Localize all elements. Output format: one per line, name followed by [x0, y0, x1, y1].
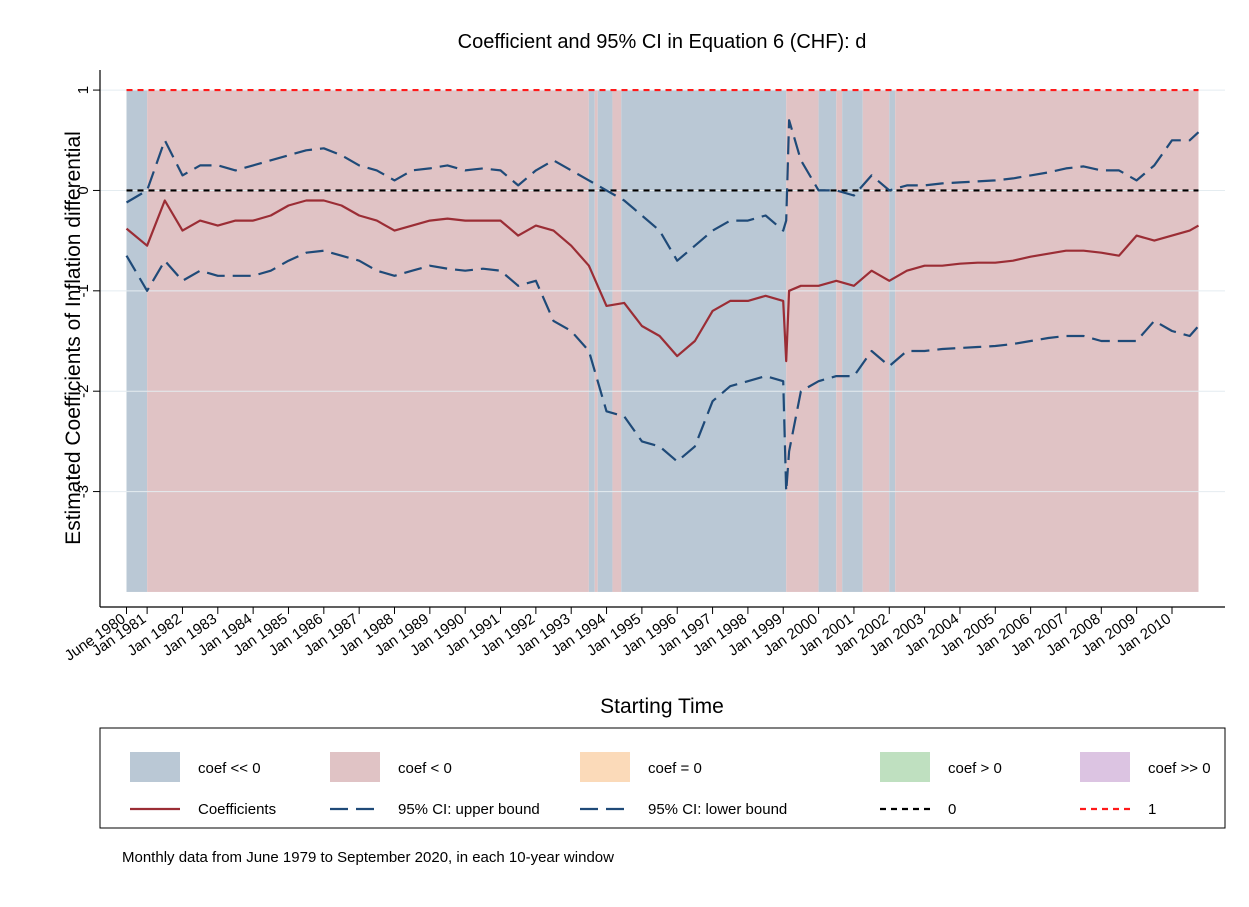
- region: [836, 90, 843, 592]
- legend-label: 1: [1148, 801, 1156, 818]
- region: [862, 90, 890, 592]
- y-tick-label: -1: [75, 284, 92, 297]
- legend-swatch: [580, 752, 630, 782]
- region: [621, 90, 787, 592]
- series-line: [125, 249, 1200, 493]
- legend-swatch: [130, 752, 180, 782]
- y-tick-label: 0: [75, 186, 92, 194]
- region: [786, 90, 819, 592]
- legend-label: coef << 0: [198, 760, 261, 777]
- region: [889, 90, 896, 592]
- legend-label: Coefficients: [198, 801, 276, 818]
- region: [594, 90, 598, 592]
- region: [597, 90, 613, 592]
- region: [842, 90, 863, 592]
- legend-box: [99, 727, 1226, 829]
- legend-swatch: [1080, 752, 1130, 782]
- note: Monthly data from June 1979 to September…: [122, 849, 614, 866]
- chart-title: Coefficient and 95% CI in Equation 6 (CH…: [458, 31, 867, 53]
- legend-label: coef < 0: [398, 760, 452, 777]
- series-line: [125, 119, 1200, 262]
- series-line: [125, 199, 1200, 363]
- legend-swatch: [330, 752, 380, 782]
- region: [612, 90, 622, 592]
- legend-label: 0: [948, 801, 956, 818]
- region: [818, 90, 837, 592]
- y-tick-label: 1: [75, 86, 92, 94]
- region: [588, 90, 595, 592]
- region: [147, 90, 589, 592]
- y-tick-label: -2: [75, 385, 92, 398]
- y-axis-label: Estimated Coefficients of Inflation diff…: [62, 131, 85, 545]
- region: [126, 90, 148, 592]
- legend-label: 95% CI: lower bound: [648, 801, 787, 818]
- y-tick-label: -3: [75, 485, 92, 498]
- legend-label: coef = 0: [648, 760, 702, 777]
- x-axis-label: Starting Time: [600, 695, 724, 718]
- legend-label: coef >> 0: [1148, 760, 1211, 777]
- legend-label: coef > 0: [948, 760, 1002, 777]
- legend-label: 95% CI: upper bound: [398, 801, 540, 818]
- plot-area: [100, 88, 1225, 592]
- legend-swatch: [880, 752, 930, 782]
